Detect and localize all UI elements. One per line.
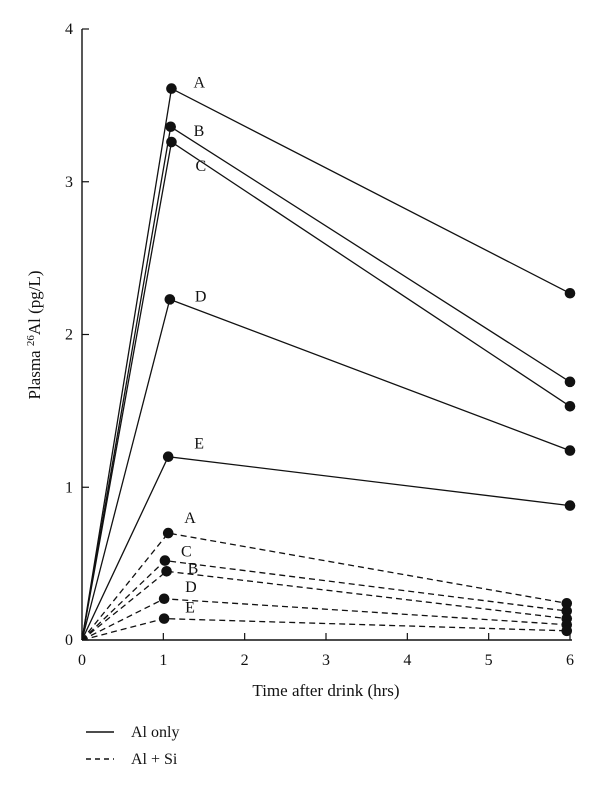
y-tick-label: 4 bbox=[65, 21, 73, 38]
series-group bbox=[81, 83, 576, 641]
data-point bbox=[564, 376, 576, 388]
y-axis-title-superscript: 26 bbox=[25, 335, 37, 347]
x-tick-label: 3 bbox=[322, 652, 330, 669]
x-tick-label: 4 bbox=[403, 652, 411, 669]
data-point bbox=[165, 121, 176, 133]
data-point bbox=[158, 593, 170, 605]
y-tick-label: 2 bbox=[65, 327, 73, 344]
series-label: C bbox=[195, 158, 206, 175]
series-line bbox=[81, 125, 571, 641]
series-line bbox=[81, 455, 571, 641]
series-al-only-e bbox=[81, 451, 576, 641]
data-point bbox=[564, 445, 576, 456]
series-label: C bbox=[181, 544, 192, 561]
data-point bbox=[158, 613, 170, 624]
legend: Al only Al + Si bbox=[86, 724, 179, 768]
series-al-only-b bbox=[81, 121, 576, 641]
y-axis-title-prefix: Plasma bbox=[25, 346, 44, 399]
data-point bbox=[561, 625, 573, 637]
series-line bbox=[81, 87, 571, 641]
series-line bbox=[81, 532, 567, 641]
series-line bbox=[81, 570, 567, 641]
y-axis-title-suffix: Al (pg/L) bbox=[25, 270, 44, 335]
y-tick-label: 1 bbox=[65, 479, 73, 496]
series-label: E bbox=[185, 600, 195, 617]
series-line bbox=[81, 617, 567, 641]
series-label: D bbox=[195, 288, 207, 305]
series-line bbox=[81, 298, 571, 641]
y-axis-title: Plasma 26Al (pg/L) bbox=[25, 270, 44, 399]
series-al-si-d bbox=[81, 593, 573, 641]
data-point bbox=[166, 136, 177, 148]
series-line bbox=[81, 598, 567, 641]
series-label: B bbox=[194, 123, 205, 140]
x-axis-title: Time after drink (hrs) bbox=[252, 681, 399, 700]
series-label: D bbox=[185, 579, 197, 596]
x-tick-label: 0 bbox=[78, 652, 86, 669]
data-point bbox=[159, 555, 171, 566]
data-point bbox=[561, 605, 573, 617]
data-point bbox=[162, 527, 174, 539]
series-al-only-d bbox=[81, 294, 576, 641]
data-point bbox=[564, 500, 576, 511]
data-point bbox=[164, 294, 176, 305]
x-tick-label: 2 bbox=[241, 652, 249, 669]
x-tick-label: 1 bbox=[159, 652, 167, 669]
x-tick-label: 5 bbox=[485, 652, 493, 669]
data-point bbox=[561, 598, 573, 609]
y-tick-label: 0 bbox=[65, 632, 73, 649]
series-al-si-a bbox=[81, 527, 573, 641]
data-point bbox=[161, 565, 172, 577]
x-tick-label: 6 bbox=[566, 652, 574, 669]
series-al-si-c bbox=[81, 555, 573, 641]
series-al-only-c bbox=[81, 136, 576, 641]
legend-label-al-si: Al + Si bbox=[131, 751, 178, 768]
data-point bbox=[564, 400, 576, 412]
series-label: B bbox=[188, 560, 199, 577]
data-point bbox=[564, 287, 576, 299]
legend-label-al-only: Al only bbox=[131, 724, 179, 741]
y-tick-label: 3 bbox=[65, 174, 73, 191]
axes: 0 1 2 3 4 0 1 2 3 4 5 6 bbox=[65, 21, 574, 669]
series-al-only-a bbox=[81, 83, 576, 641]
series-label: E bbox=[194, 436, 204, 453]
series-label: A bbox=[193, 75, 205, 92]
data-point bbox=[166, 83, 177, 94]
series-label: A bbox=[184, 510, 196, 527]
series-al-si-e bbox=[81, 613, 573, 641]
data-point bbox=[162, 451, 174, 463]
